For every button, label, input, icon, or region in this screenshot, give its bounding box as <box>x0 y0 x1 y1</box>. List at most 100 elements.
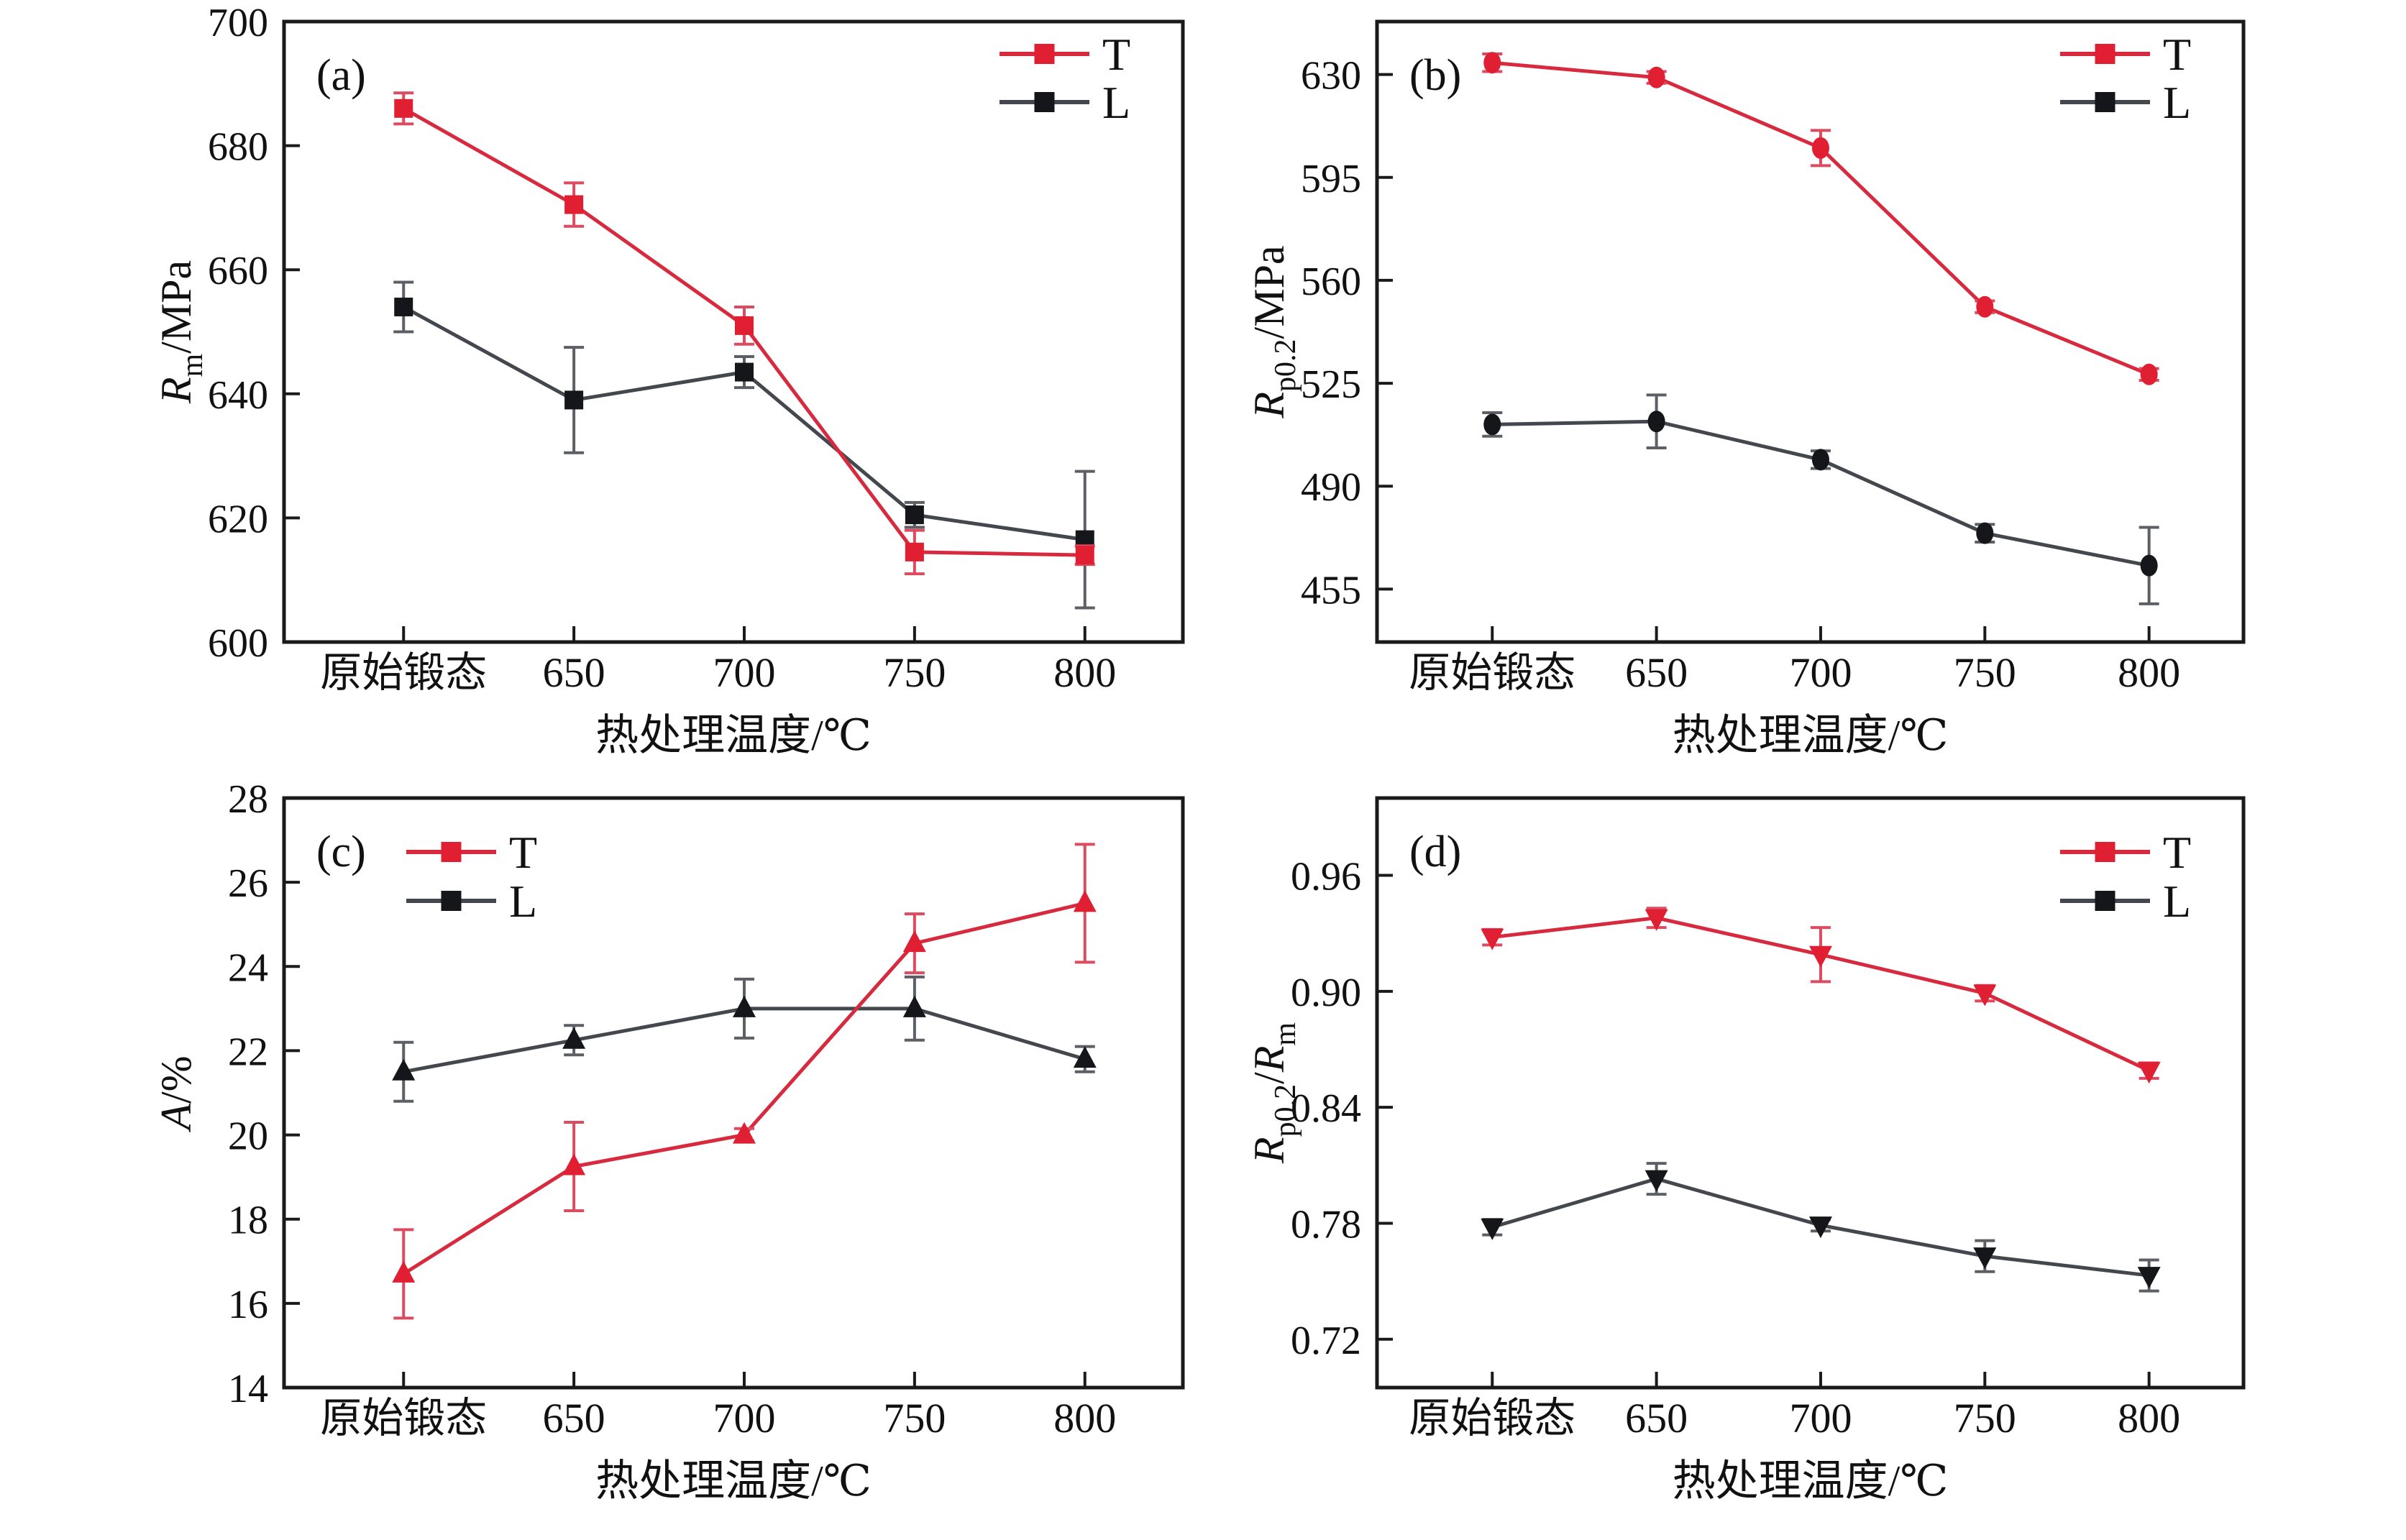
y-tick-label: 0.78 <box>1291 1202 1361 1247</box>
x-tick-label: 750 <box>883 649 946 696</box>
x-tick-label: 750 <box>1954 649 2016 696</box>
legend-swatch <box>441 842 462 862</box>
legend-swatch <box>441 891 462 911</box>
legend: TL <box>406 827 537 927</box>
legend-label: T <box>2163 29 2191 80</box>
data-point-marker <box>1075 546 1094 565</box>
data-point-marker <box>392 1260 416 1283</box>
data-point-marker <box>2140 363 2158 385</box>
legend-swatch <box>2095 891 2115 911</box>
legend-label: L <box>509 876 537 927</box>
x-tick-label: 原始锻态 <box>320 1395 487 1442</box>
legend-label: T <box>1102 29 1130 80</box>
error-bars <box>1482 907 2159 1080</box>
panel-label: (b) <box>1409 51 1461 100</box>
y-tick-label: 630 <box>1301 54 1361 98</box>
y-tick-label: 14 <box>228 1367 268 1411</box>
series-line <box>1492 60 2150 377</box>
panel-label: (a) <box>316 51 366 100</box>
y-tick-label: 560 <box>1301 260 1361 304</box>
y-axis-title: Rm/MPa <box>152 260 209 404</box>
y-axis-title: A/% <box>152 1055 200 1132</box>
y-tick-label: 16 <box>228 1283 268 1327</box>
legend-swatch <box>1034 44 1055 64</box>
markers <box>1481 909 2161 1084</box>
y-tick-label: 620 <box>208 497 268 541</box>
data-point-marker <box>1976 522 1994 544</box>
markers <box>394 297 1094 549</box>
data-point-marker <box>1973 984 1997 1007</box>
data-point-marker <box>733 995 756 1017</box>
error-bars <box>393 843 1095 1320</box>
x-axis-title: 热处理温度/℃ <box>595 712 872 759</box>
data-point-marker <box>564 195 584 214</box>
y-tick-label: 595 <box>1301 157 1361 201</box>
data-point-marker <box>2137 1062 2161 1084</box>
x-tick-label: 原始锻态 <box>1409 649 1575 696</box>
data-point-marker <box>1645 1170 1668 1192</box>
chart-d: 0.72 0.78 0.84 0.90 0.96 原始锻态 650 700 750 800 热处理温… <box>1245 796 2246 1505</box>
data-point-marker <box>1645 909 1668 931</box>
data-point-marker <box>394 98 413 118</box>
series-line <box>402 901 1086 1275</box>
y-tick-label: 24 <box>228 945 268 990</box>
y-tick-label: 455 <box>1301 568 1361 613</box>
y-tick-label: 0.90 <box>1291 971 1361 1015</box>
panel-b: 455 490 525 560 595 630 原始锻态 650 700 750 800 热处理温度/… <box>1203 0 2406 770</box>
data-point-marker <box>1647 66 1665 88</box>
y-tick-label: 28 <box>228 777 268 822</box>
data-point-marker <box>902 930 926 953</box>
axis-box <box>1375 796 2246 1390</box>
y-tick-label: 0.96 <box>1291 855 1361 899</box>
y-axis-title: Rp0.2/Rm <box>1245 1022 1302 1164</box>
legend: TL <box>1000 29 1130 128</box>
legend-swatch <box>2095 842 2115 862</box>
axis-box <box>282 19 1185 644</box>
error-bars <box>1482 52 2159 382</box>
y-tick-label: 600 <box>208 621 268 666</box>
x-tick-label: 800 <box>1053 649 1116 696</box>
data-point-marker <box>1811 137 1829 159</box>
x-axis: 原始锻态 650 700 750 800 <box>1409 626 2180 696</box>
data-point-marker <box>394 297 413 316</box>
y-tick-label: 660 <box>208 249 268 293</box>
data-point-marker <box>1808 945 1832 968</box>
data-point-marker <box>1811 449 1829 471</box>
panel-d: 0.72 0.78 0.84 0.90 0.96 原始锻态 650 700 750 800 热处理温… <box>1203 770 2406 1540</box>
chart-b: 455 490 525 560 595 630 原始锻态 650 700 750 800 热处理温度/… <box>1245 19 2246 759</box>
data-point-marker <box>1976 295 1994 318</box>
data-point-marker <box>1073 1046 1097 1068</box>
x-tick-label: 700 <box>1789 1395 1852 1442</box>
legend-swatch <box>2095 44 2115 64</box>
x-axis-title: 热处理温度/℃ <box>595 1457 872 1505</box>
series-line <box>1492 419 2150 568</box>
y-axis: 0.72 0.78 0.84 0.90 0.96 <box>1291 855 1393 1363</box>
x-tick-label: 800 <box>2118 649 2180 696</box>
panel-c: 14 16 18 20 22 24 26 28 原始锻态 650 700 750 800 热处理温度/℃ A… <box>0 770 1203 1540</box>
x-axis: 原始锻态 650 700 750 800 <box>320 626 1116 696</box>
x-axis-title: 热处理温度/℃ <box>1673 1457 1949 1505</box>
y-axis: 455 490 525 560 595 630 <box>1301 54 1393 613</box>
panel-label: (d) <box>1409 828 1461 876</box>
y-tick-label: 640 <box>208 373 268 418</box>
legend-label: T <box>2163 827 2191 878</box>
data-point-marker <box>905 542 924 562</box>
x-tick-label: 700 <box>713 1395 776 1442</box>
x-axis: 原始锻态 650 700 750 800 <box>320 1372 1116 1442</box>
axis-box <box>282 796 1185 1390</box>
chart-c: 14 16 18 20 22 24 26 28 原始锻态 650 700 750 800 热处理温度/℃ A… <box>152 777 1185 1505</box>
x-tick-label: 原始锻态 <box>320 649 487 696</box>
panel-label: (c) <box>316 828 366 876</box>
error-bars <box>1482 393 2159 605</box>
y-tick-label: 700 <box>208 1 268 45</box>
data-point-marker <box>902 995 926 1017</box>
y-tick-label: 525 <box>1301 362 1361 407</box>
x-axis: 原始锻态 650 700 750 800 <box>1409 1372 2180 1442</box>
legend-label: T <box>509 827 537 878</box>
x-axis-title: 热处理温度/℃ <box>1673 712 1949 759</box>
x-tick-label: 650 <box>543 1395 605 1442</box>
x-tick-label: 700 <box>1789 649 1852 696</box>
y-axis-title: Rp0.2/MPa <box>1245 245 1302 418</box>
legend-label: L <box>1102 77 1130 128</box>
series-L <box>1482 393 2159 605</box>
